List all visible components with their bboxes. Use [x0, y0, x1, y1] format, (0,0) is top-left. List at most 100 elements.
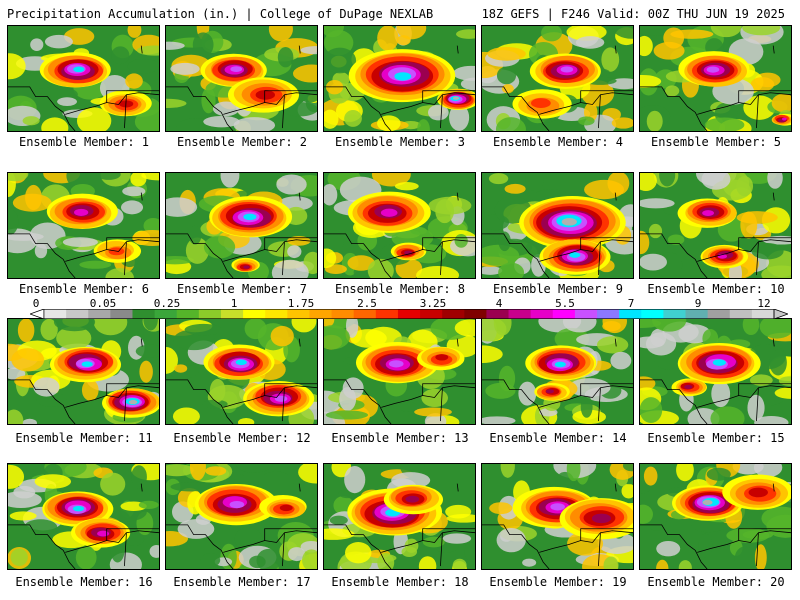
- colorbar-swatch: [353, 309, 377, 319]
- precip-cell: [22, 418, 38, 424]
- colorbar-swatch: [132, 309, 156, 319]
- precip-cell: [754, 544, 767, 569]
- precip-cell: [279, 504, 293, 512]
- state-border-lines: [640, 338, 791, 424]
- precip-map-panel: [481, 463, 634, 570]
- colorbar-swatch: [442, 309, 465, 319]
- colorbar-swatch: [198, 309, 222, 319]
- precip-cell: [569, 252, 581, 258]
- precip-cell: [230, 66, 243, 73]
- precip-cell: [325, 410, 369, 420]
- precip-map: [166, 319, 317, 424]
- state-border-lines: [166, 45, 317, 131]
- precip-cell: [237, 417, 255, 424]
- precip-cell: [8, 53, 26, 80]
- precip-cell: [185, 237, 209, 264]
- precip-map-panel: [481, 318, 634, 425]
- precip-cell: [584, 179, 625, 200]
- colorbar-tick-label: 1.75: [287, 297, 315, 310]
- colorbar-swatch: [154, 309, 178, 319]
- precip-cell: [111, 46, 130, 65]
- precip-cell: [572, 409, 606, 424]
- precip-map: [640, 464, 791, 569]
- precip-cell: [416, 265, 460, 278]
- precip-cell: [640, 74, 662, 88]
- precip-cell: [41, 117, 69, 131]
- precip-map: [482, 319, 633, 424]
- precip-cell: [648, 223, 663, 239]
- ensemble-member-label: Ensemble Member: 9: [492, 282, 624, 296]
- precip-cell: [39, 257, 65, 278]
- colorbar-swatch: [44, 309, 67, 319]
- colorbar-tick-label: 0.05: [89, 297, 117, 310]
- precip-cell: [287, 236, 311, 246]
- colorbar-swatch: [375, 309, 399, 319]
- colorbar-swatch: [176, 309, 200, 319]
- ensemble-member-label: Ensemble Member: 14: [489, 431, 627, 445]
- precip-cell: [578, 116, 595, 126]
- precip-cell: [56, 326, 92, 350]
- precip-cell: [170, 62, 200, 75]
- precip-cell: [575, 36, 605, 49]
- precip-map-panel: [481, 172, 634, 279]
- precip-map-panel: [481, 25, 634, 132]
- precip-cell: [209, 378, 226, 403]
- precip-cell: [640, 173, 657, 192]
- precip-cell: [40, 319, 58, 341]
- precip-cell: [212, 101, 240, 117]
- precip-cell: [105, 268, 134, 278]
- colorbar-swatch: [243, 309, 266, 319]
- precip-cell: [747, 394, 765, 421]
- precip-cell: [753, 464, 783, 478]
- state-border-lines: [8, 338, 159, 424]
- colorbar-swatch: [663, 309, 687, 319]
- ensemble-member-label: Ensemble Member: 1: [18, 135, 150, 149]
- precip-cell: [621, 483, 633, 499]
- precip-cell: [8, 173, 29, 182]
- state-border-lines: [166, 338, 317, 424]
- precip-cell: [270, 325, 294, 347]
- colorbar-swatch: [619, 309, 642, 319]
- model-valid-time: 18Z GEFS | F246 Valid: 00Z THU JUN 19 20…: [481, 7, 785, 21]
- precip-cell: [138, 500, 159, 510]
- precip-cell: [560, 66, 574, 73]
- precip-cell: [498, 231, 511, 252]
- precip-cell: [401, 546, 418, 557]
- precip-cell: [139, 360, 153, 383]
- precip-map-panel: [7, 172, 160, 279]
- precip-map: [640, 319, 791, 424]
- precip-cell: [454, 319, 475, 337]
- precip-cell: [127, 58, 159, 74]
- precip-cell: [640, 253, 667, 271]
- precip-cell: [761, 265, 791, 278]
- precip-cell: [525, 173, 544, 191]
- precip-cell: [33, 377, 60, 397]
- colorbar-swatch: [751, 309, 775, 319]
- precip-cell: [482, 266, 503, 275]
- precip-cell: [287, 245, 302, 259]
- precip-cell: [446, 514, 475, 523]
- precip-cell: [596, 336, 629, 354]
- precip-cell: [74, 208, 89, 216]
- precip-map-panel: [639, 172, 792, 279]
- precip-cell: [734, 546, 755, 569]
- precip-cell: [76, 107, 112, 131]
- precip-cell: [292, 64, 317, 83]
- precip-map: [324, 319, 475, 424]
- precip-cell: [44, 34, 73, 49]
- colorbar-swatch: [597, 309, 620, 319]
- precip-cell: [122, 186, 146, 197]
- ensemble-member-label: Ensemble Member: 19: [489, 575, 627, 589]
- precip-cell: [100, 472, 126, 496]
- precip-cell: [665, 85, 680, 97]
- state-border-lines: [324, 338, 475, 424]
- precip-cell: [482, 235, 496, 249]
- precip-cell: [127, 26, 142, 38]
- precip-cell: [417, 119, 430, 131]
- colorbar-swatch: [508, 309, 532, 319]
- colorbar-tick-label: 0.25: [153, 297, 181, 310]
- precip-cell: [487, 46, 526, 61]
- precip-map-panel: [165, 172, 318, 279]
- precip-cell: [659, 173, 676, 187]
- precip-map: [166, 26, 317, 131]
